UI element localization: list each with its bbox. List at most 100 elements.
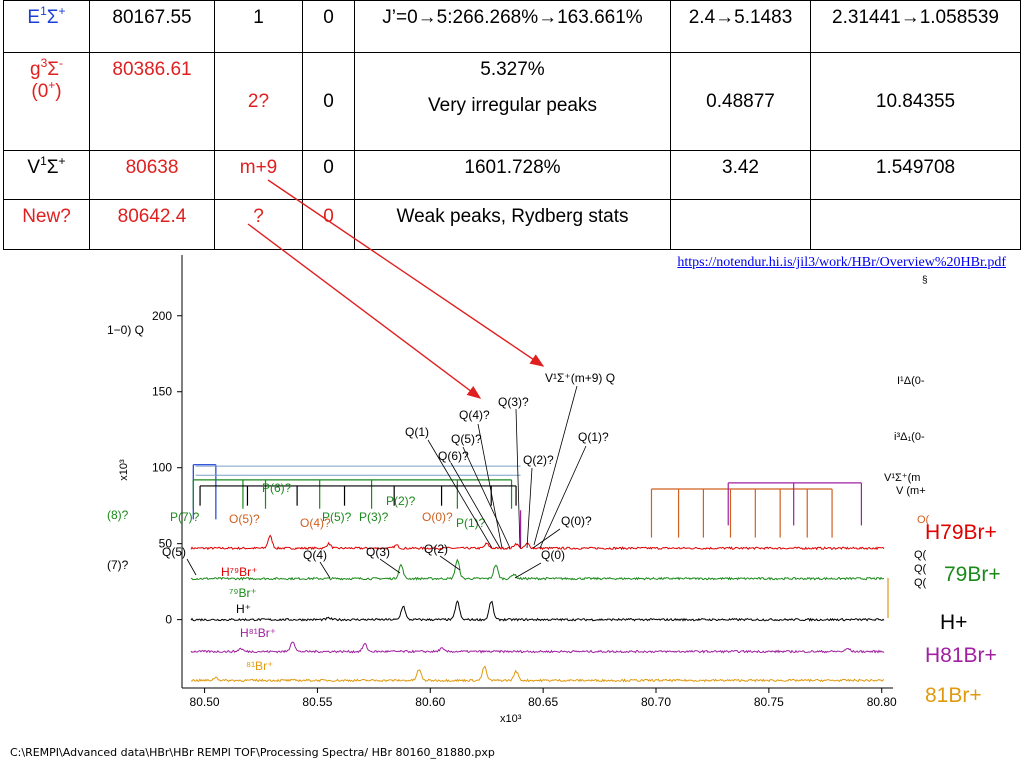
leader-line [477, 423, 503, 549]
branch-label: P(6)? [262, 481, 292, 495]
branch-label: P(2)? [386, 494, 416, 508]
branch-label: O(4)? [300, 516, 331, 530]
branch-label: Q(1) [405, 425, 429, 439]
branch-label: Q(0) [541, 548, 565, 562]
x-axis-label: x10³ [500, 713, 522, 725]
leader-line [319, 561, 331, 579]
branch-label: Q(4) [303, 548, 327, 562]
left-label: (7)? [107, 558, 129, 572]
branch-label: O(5)? [229, 512, 260, 526]
trace-81Br+ [190, 665, 885, 683]
vibrational-cell: ? [214, 199, 303, 250]
table-row: g3Σ- (0+) 80386.61 2? 0 5.327% Very irregular … [3, 52, 1021, 151]
vibrational-cell: m+9 [214, 150, 303, 200]
assignment-purple [727, 482, 863, 526]
legend-item: H81Br+ [925, 644, 997, 667]
state-cell: E1Σ+ [3, 0, 90, 53]
branch-label: Q(2) [424, 542, 448, 556]
x-tick-label: 80.75 [754, 695, 784, 709]
spectroscopy-table: E1Σ+ 80167.55 1 0 J’=0→5:266.268%→163.661% 2.… [3, 0, 1021, 250]
col7-cell: 1.549708 [810, 150, 1021, 200]
right-edge-label: Q( [914, 549, 927, 561]
col7-cell: 10.84355 [810, 52, 1021, 151]
branch-label: P(3)? [359, 510, 389, 524]
leader-line [186, 558, 197, 576]
x-tick-label: 80.80 [867, 695, 897, 709]
vibrational-cell: 2? [214, 52, 303, 151]
state-cell: V1Σ+ [3, 150, 90, 200]
right-edge-label: O( [917, 514, 930, 526]
x-tick-label: 80.65 [528, 695, 558, 709]
arrow-to-new-state [247, 223, 482, 399]
leader-line [532, 528, 561, 549]
energy-cell: 80386.61 [89, 52, 215, 151]
right-edge-label: V (m+ [896, 485, 926, 497]
right-edge-mark: § [922, 275, 928, 286]
leader-line [379, 558, 401, 574]
table-row: V1Σ+ 80638 m+9 0 1601.728% 3.42 1.549708 [3, 150, 1021, 200]
trace-label: ⁷⁹Br⁺ [229, 586, 257, 600]
trace-label: H⁺ [236, 602, 251, 616]
branch-label: Q(5) [162, 545, 186, 559]
leader-line [539, 445, 587, 549]
x-tick-label: 80.70 [641, 695, 671, 709]
energy-cell: 80642.4 [89, 199, 215, 250]
trace-label: H⁸¹Br⁺ [240, 626, 276, 640]
y-tick-label: 0 [165, 613, 172, 627]
leader-line [462, 446, 511, 549]
assignment-black [199, 485, 517, 506]
branch-label: Q(0)? [561, 514, 592, 528]
y-axis-label: x10³ [118, 459, 130, 481]
energy-cell: 80638 [89, 150, 215, 200]
state-cell: New? [3, 199, 90, 250]
overview-link[interactable]: https://notendur.hi.is/jil3/work/HBr/Ove… [677, 255, 1006, 270]
y-tick-label: 150 [152, 385, 172, 399]
col6-cell [670, 199, 811, 250]
x-tick-label: 80.60 [415, 695, 445, 709]
arrow-to-v-state [267, 179, 545, 367]
branch-label: P(1)? [456, 516, 486, 530]
leader-line [514, 562, 542, 579]
col6-cell: 0.48877 [670, 52, 811, 151]
leader-line [427, 439, 493, 549]
leader-line [439, 555, 461, 571]
right-edge-label: i³Δ₁(0- [894, 431, 925, 443]
y-tick-label: 50 [159, 537, 173, 551]
legend-item: H+ [940, 611, 968, 634]
col7-cell: 2.31441→1.058539 [810, 0, 1021, 53]
assignment-green [192, 479, 513, 509]
leader-line [533, 385, 578, 546]
left-label: (8)? [107, 508, 129, 522]
branch-label: P(5)? [322, 510, 352, 524]
notes-cell: Weak peaks, Rydberg stats [354, 199, 671, 250]
y-tick-label: 200 [152, 309, 172, 323]
right-edge-label: V¹Σ⁺(m [884, 472, 920, 484]
notes-cell: 5.327% Very irregular peaks [354, 52, 671, 151]
file-path: C:\REMPI\Advanced data\HBr\HBr REMPI TOF… [10, 746, 495, 759]
x-tick-label: 80.55 [302, 695, 332, 709]
energy-cell: 80167.55 [89, 0, 215, 53]
right-edge-label: Q( [914, 563, 927, 575]
legend-item: 79Br+ [944, 563, 1001, 586]
right-edge-label: I¹Δ(0- [897, 375, 925, 387]
left-label: 1−0) Q [107, 323, 144, 337]
trace-H+ [190, 600, 885, 622]
branch-label: Q(5)? [451, 432, 482, 446]
branch-label: Q(3) [366, 545, 390, 559]
branch-label: Q(2)? [523, 453, 554, 467]
col7-cell [810, 199, 1021, 250]
table-row: New? 80642.4? 0 Weak peaks, Rydberg stats [3, 199, 1021, 250]
leader-line [526, 467, 533, 549]
y-tick-label: 100 [152, 461, 172, 475]
branch-label: Q(1)? [578, 430, 609, 444]
trace-H79Br+ [190, 534, 885, 551]
trace-79Br+ [190, 558, 885, 581]
state-label: V¹Σ⁺(m+9) Q [545, 371, 615, 385]
trace-label: H⁷⁹Br⁺ [221, 565, 257, 579]
table-row: E1Σ+ 80167.55 1 0 J’=0→5:266.268%→163.661% 2.… [3, 0, 1021, 53]
right-edge-label: Q( [914, 577, 927, 589]
branch-label: Q(6)? [438, 449, 469, 463]
assignment-orange [650, 488, 833, 538]
leader-line [450, 462, 501, 549]
